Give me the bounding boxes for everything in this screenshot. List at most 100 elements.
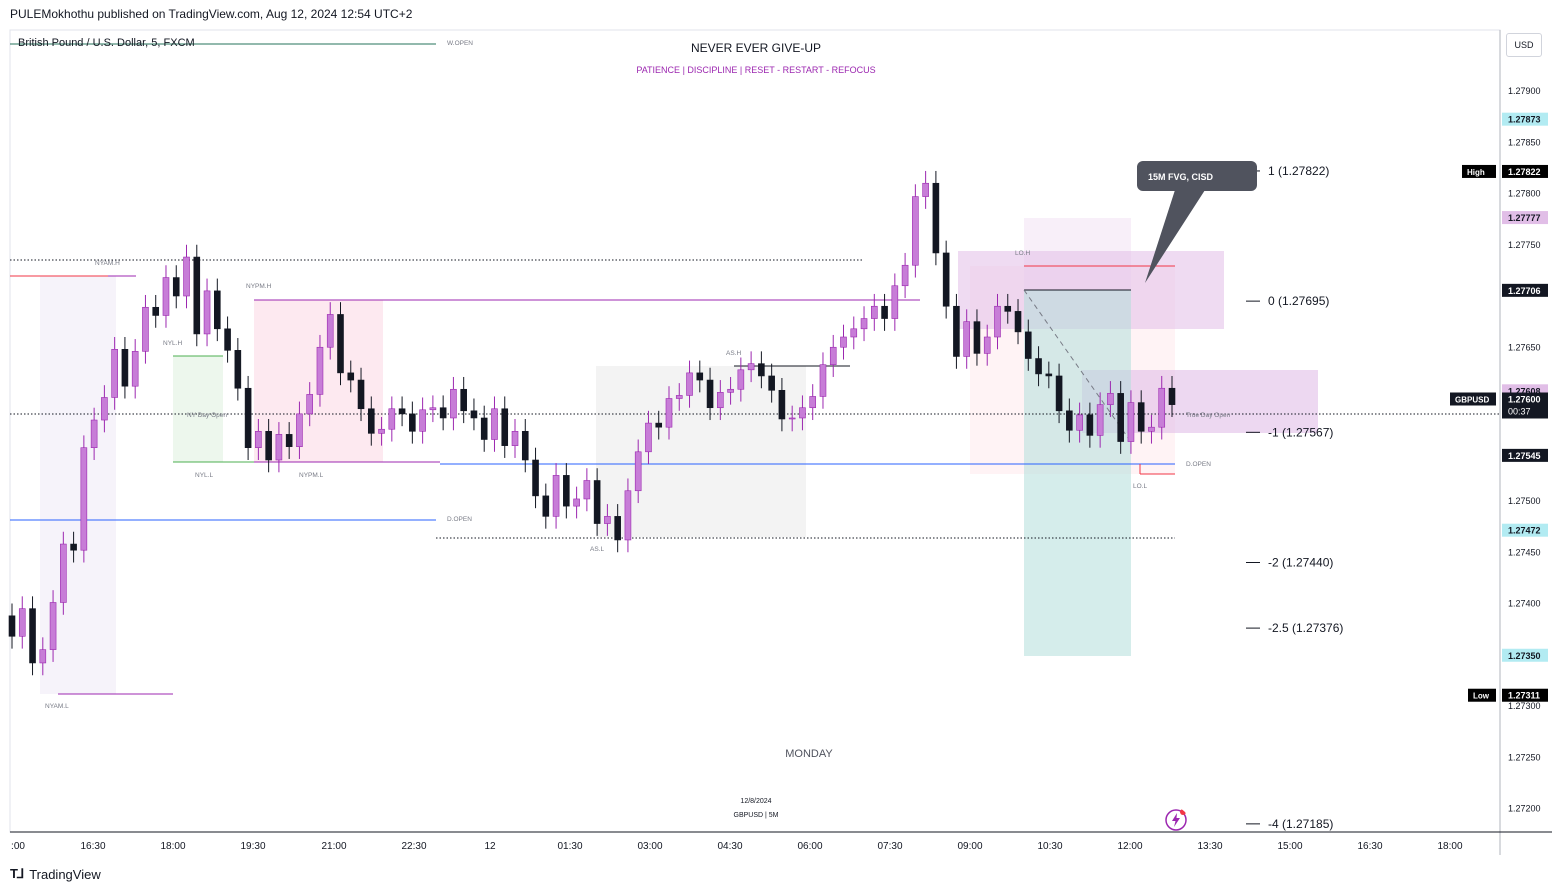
candle-body (480, 417, 488, 440)
candle (172, 265, 180, 309)
candle (1035, 346, 1042, 387)
candle (439, 395, 447, 431)
fib-label: -4 (1.27185) (1268, 817, 1333, 831)
x-tick-label: 15:00 (1277, 841, 1302, 852)
candle (788, 405, 796, 432)
y-tick-label: 1.27650 (1508, 342, 1541, 352)
candle-body (871, 305, 878, 319)
level-label: LO.H (1015, 250, 1030, 257)
candle (1045, 361, 1053, 389)
candle-body (8, 615, 16, 637)
candle (367, 396, 375, 446)
fib-label: -2.5 (1.27376) (1268, 621, 1343, 635)
candle-body (275, 434, 283, 461)
candle-body (604, 516, 611, 524)
tradingview-logo-icon: T⅃ (10, 866, 24, 881)
candle-body (80, 447, 88, 551)
candle (450, 376, 457, 431)
candle-body (244, 387, 252, 449)
candle (655, 410, 663, 440)
candle-body (1168, 387, 1176, 405)
callout-pointer (1145, 190, 1205, 283)
candle-body (1055, 375, 1063, 412)
candle-body (747, 363, 755, 371)
x-tick-label: 21:00 (321, 841, 346, 852)
candle (491, 396, 498, 452)
candle (460, 376, 467, 424)
candle-body (142, 306, 149, 352)
publisher-header: PULEMokhothu published on TradingView.co… (10, 7, 413, 21)
price-badge (1502, 283, 1548, 297)
candle-body (1148, 426, 1155, 432)
candle (604, 504, 611, 536)
currency-button[interactable]: USD (1506, 33, 1542, 57)
candle (265, 419, 272, 473)
candle-body (214, 290, 221, 330)
candle-body (306, 394, 313, 415)
candle-body (90, 419, 98, 448)
candle-body (809, 396, 817, 409)
alert-icon[interactable] (1164, 808, 1188, 832)
candle (316, 334, 324, 407)
candle (809, 384, 817, 421)
candle (563, 463, 570, 519)
candle-body (727, 388, 734, 393)
candle-body (1158, 387, 1166, 428)
candle-body (686, 372, 693, 396)
candle-body (593, 480, 601, 524)
candle (111, 337, 118, 410)
chart-title: NEVER EVER GIVE-UP (691, 41, 821, 55)
candle-body (1137, 402, 1145, 432)
x-tick-label: 09:00 (957, 841, 982, 852)
candle (645, 410, 652, 465)
x-tick-label: 07:30 (877, 841, 902, 852)
candle-body (162, 277, 170, 316)
candle (1158, 375, 1166, 440)
candle (717, 380, 724, 421)
candle-body (1045, 373, 1053, 377)
candle (142, 294, 149, 364)
level-label: NYAM.L (45, 703, 69, 710)
candle (912, 184, 919, 278)
candle (419, 397, 426, 444)
candle (244, 375, 252, 460)
price-badge (1502, 523, 1548, 537)
candle-body (234, 350, 242, 389)
candle-body (675, 395, 683, 399)
price-badge-value: 1.27472 (1508, 526, 1541, 536)
candle (152, 294, 160, 328)
candle-body (152, 306, 160, 316)
level-label: AS.H (726, 350, 741, 357)
candle-body (891, 285, 899, 319)
candle (1024, 319, 1032, 371)
candle-body (912, 196, 919, 266)
footer[interactable]: T⅃ TradingView (10, 866, 101, 882)
candle (1148, 414, 1155, 444)
candle-body (932, 182, 940, 254)
candle (378, 416, 385, 446)
candle (665, 386, 673, 440)
price-badge (1502, 688, 1548, 702)
x-tick-label: 12:00 (1117, 841, 1142, 852)
x-tick-label: 06:00 (797, 841, 822, 852)
candle (1076, 402, 1083, 443)
price-badge-tag-label: Low (1473, 692, 1490, 701)
price-badge-value: 1.27311 (1508, 691, 1540, 701)
candle-body (1024, 331, 1032, 359)
candle (1004, 293, 1012, 324)
price-badge-value: 1.27608 (1508, 386, 1541, 396)
level-label: NYL.L (195, 472, 213, 479)
candle (306, 382, 313, 427)
candle (706, 367, 714, 421)
candle (1055, 363, 1063, 424)
candle (963, 309, 970, 369)
fib-label: -2 (1.27440) (1268, 556, 1333, 570)
candle-body (501, 408, 509, 446)
candle (994, 293, 1001, 350)
candle-body (799, 407, 806, 419)
y-tick-label: 1.27750 (1508, 240, 1541, 250)
candle-body (460, 388, 467, 412)
candle-body (378, 428, 385, 434)
fib-label: 1 (1.27822) (1268, 164, 1329, 178)
